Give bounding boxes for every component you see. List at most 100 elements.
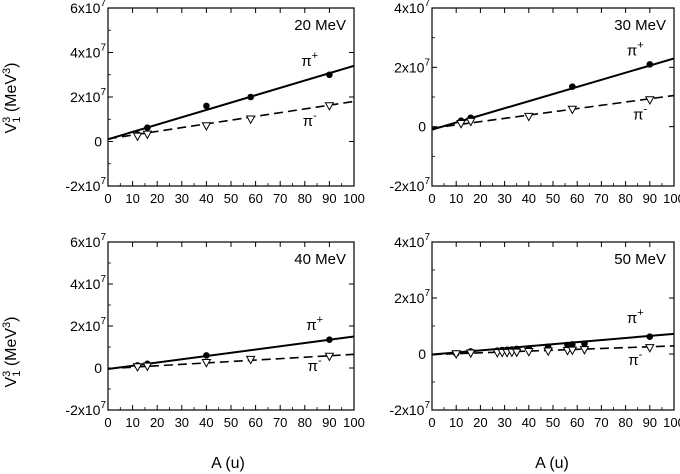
- data-point-pi-minus: [511, 348, 522, 358]
- data-point-pi-minus: [201, 122, 212, 131]
- data-point-pi-plus: [646, 61, 654, 68]
- y-tick-label: 2x107: [70, 87, 106, 105]
- x-tick-label: 100: [663, 415, 680, 430]
- data-point-pi-minus: [324, 352, 335, 362]
- x-tick-label: 10: [125, 415, 139, 430]
- data-point-pi-plus: [569, 341, 576, 348]
- data-point-pi-plus: [247, 93, 254, 101]
- data-point-pi-plus: [646, 333, 654, 340]
- x-tick-label: 0: [428, 191, 435, 206]
- y-tick-label: 0: [418, 346, 426, 362]
- data-point-pi-minus: [543, 347, 554, 357]
- data-point-pi-plus: [569, 83, 576, 90]
- data-point-pi-minus: [201, 359, 212, 368]
- y-tick-label: 2x107: [70, 316, 106, 334]
- panel-40-mev: 0 10 20 30 40 50 60 70 80 90 1006x1074x1072x1070-2…: [65, 232, 364, 430]
- panel-30-mev: 01020304050607080901004x1072x1070-2x1073…: [389, 0, 680, 206]
- data-point-pi-plus: [581, 340, 588, 347]
- x-tick-label: 60: [570, 415, 584, 430]
- data-point-pi-minus: [465, 117, 476, 127]
- x-tick-label: 80: [618, 415, 632, 430]
- x-tick-label: 30: [175, 191, 189, 206]
- fit-line-pi-minus: [432, 345, 674, 356]
- x-tick-label: 70: [594, 415, 608, 430]
- data-point-pi-minus: [142, 362, 153, 372]
- x-tick-label: 60: [248, 415, 262, 430]
- data-point-pi-plus: [203, 102, 210, 110]
- data-point-pi-minus: [523, 112, 534, 122]
- panel-title: 50 MeV: [614, 251, 666, 268]
- y-tick-label: -2x107: [65, 400, 106, 418]
- x-tick-label: 80: [298, 191, 312, 206]
- x-tick-label: 60: [570, 191, 584, 206]
- y-axis-label-bottom: V31 (MeV3): [1, 316, 23, 387]
- data-point-pi-minus: [567, 346, 578, 356]
- y-tick-label: 4x107: [70, 43, 106, 61]
- y-tick-label: 0: [418, 119, 426, 135]
- data-point-pi-minus: [324, 102, 335, 111]
- data-point-pi-minus: [567, 105, 578, 115]
- x-axis-label-right: A (u): [535, 455, 569, 472]
- x-tick-label: 90: [322, 191, 336, 206]
- x-tick-label: 50: [224, 415, 238, 430]
- y-tick-label: 0: [94, 134, 102, 150]
- y-tick-label: 0: [94, 360, 102, 376]
- data-point-pi-minus: [245, 115, 256, 125]
- x-tick-label: 20: [473, 415, 487, 430]
- y-tick-label: -2x107: [389, 176, 430, 194]
- panel-20-mev: 0 10 20 30 40 50 60 70 80 90 1006x1074x1072x1070-2…: [65, 0, 364, 206]
- x-tick-label: 20: [473, 191, 487, 206]
- x-tick-label: 70: [594, 191, 608, 206]
- data-point-pi-minus: [451, 350, 462, 360]
- y-tick-label: -2x107: [389, 400, 430, 418]
- series-label-pi-minus: π-: [633, 103, 647, 123]
- y-tick-label: 4x107: [394, 232, 430, 250]
- x-tick-label: 10: [125, 191, 139, 206]
- x-tick-label: 90: [322, 415, 336, 430]
- y-axis-label-top: V31 (MeV3): [1, 62, 23, 133]
- plot-frame: [107, 7, 355, 187]
- panel-title: 40 MeV: [294, 251, 346, 268]
- x-tick-label: 60: [248, 191, 262, 206]
- fit-line-pi-minus: [432, 94, 674, 129]
- y-tick-label: 4x107: [394, 0, 430, 16]
- x-tick-label: 20: [150, 191, 164, 206]
- x-tick-label: 90: [643, 415, 657, 430]
- x-tick-label: 30: [497, 191, 511, 206]
- series-label-pi-plus: π+: [301, 50, 318, 70]
- x-tick-label: 30: [497, 415, 511, 430]
- x-tick-label: 20: [150, 415, 164, 430]
- x-tick-label: 100: [663, 191, 680, 206]
- data-point-pi-minus: [132, 132, 143, 142]
- y-tick-label: 2x107: [394, 288, 430, 306]
- x-tick-label: 50: [546, 191, 560, 206]
- data-point-pi-minus: [132, 363, 143, 372]
- data-point-pi-plus: [326, 71, 333, 79]
- data-point-pi-plus: [326, 336, 333, 343]
- series-label-pi-plus: π+: [627, 307, 644, 327]
- x-tick-label: 90: [643, 191, 657, 206]
- x-tick-label: 100: [343, 191, 365, 206]
- data-point-pi-minus: [245, 355, 256, 365]
- y-tick-label: -2x107: [65, 176, 106, 194]
- data-point-pi-minus: [644, 96, 655, 105]
- x-tick-label: 40: [199, 415, 213, 430]
- x-tick-label: 10: [449, 415, 463, 430]
- series-label-pi-minus: π-: [628, 349, 642, 369]
- data-point-pi-minus: [465, 349, 476, 359]
- x-tick-label: 40: [522, 415, 536, 430]
- y-tick-label: 2x107: [394, 57, 430, 75]
- series-label-pi-plus: π+: [627, 39, 644, 59]
- series-label-pi-minus: π-: [303, 110, 317, 130]
- data-point-pi-minus: [523, 348, 534, 357]
- y-tick-label: 6x107: [70, 0, 106, 16]
- series-label-pi-minus: π-: [308, 355, 322, 375]
- data-point-pi-minus: [579, 346, 590, 355]
- x-tick-label: 0: [104, 191, 111, 206]
- y-tick-label: 4x107: [70, 274, 106, 292]
- x-tick-label: 40: [522, 191, 536, 206]
- plot-frame: [431, 7, 675, 187]
- x-tick-label: 0: [428, 415, 435, 430]
- x-tick-label: 100: [343, 415, 365, 430]
